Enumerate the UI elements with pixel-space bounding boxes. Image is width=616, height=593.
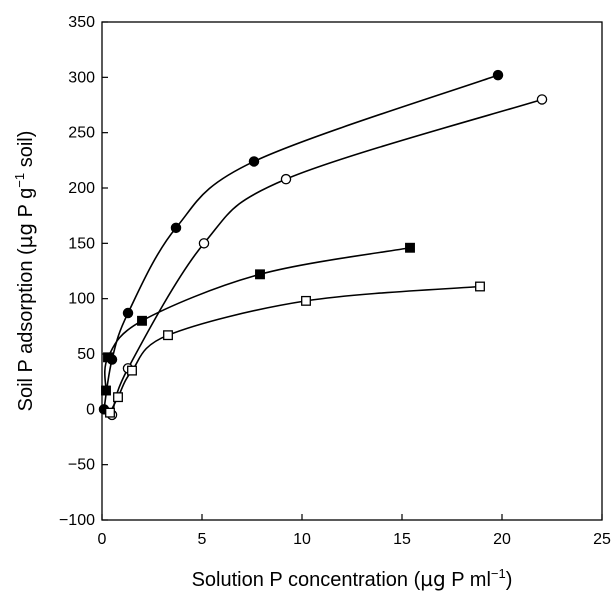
series-4-curve — [109, 285, 481, 414]
x-axis-ticks: 0 5 10 15 20 25 — [98, 514, 611, 548]
series-2-point — [198, 238, 210, 249]
x-axis-title: Solution P concentration (µg P ml−1) — [192, 566, 513, 591]
y-tick-label: 50 — [77, 346, 95, 363]
y-tick-label: 300 — [68, 69, 95, 86]
data-points — [98, 69, 548, 421]
x-tick-label: 15 — [393, 531, 411, 548]
series-2-point — [280, 173, 292, 185]
y-tick-label: 350 — [68, 14, 95, 31]
series-4-point — [301, 295, 311, 306]
series-3-point — [255, 269, 265, 280]
x-tick-label: 0 — [98, 531, 107, 548]
y-tick-label: 150 — [68, 235, 95, 252]
x-tick-label: 5 — [198, 531, 207, 548]
x-tick-label: 20 — [493, 531, 511, 548]
y-tick-label: 200 — [68, 180, 95, 197]
series-4-point — [475, 281, 485, 292]
series-2-curve — [111, 98, 543, 416]
y-tick-label: −100 — [59, 512, 95, 529]
y-tick-label: 0 — [86, 401, 95, 418]
series-1-point — [122, 307, 134, 319]
series-3-point — [405, 242, 415, 253]
series-4-point — [113, 392, 123, 403]
y-tick-label: 250 — [68, 125, 95, 142]
y-axis-ticks: −100 −50 0 50 100 150 200 250 300 350 — [59, 14, 108, 529]
x-tick-label: 25 — [593, 531, 611, 548]
series-1-curve — [103, 74, 499, 410]
series-2-point — [536, 94, 548, 105]
series-3-curve — [104, 246, 411, 391]
plot-frame — [101, 21, 603, 521]
series-4-point — [105, 407, 115, 418]
y-tick-label: −50 — [68, 457, 95, 474]
series-4-point — [163, 330, 173, 341]
y-tick-label: 100 — [68, 291, 95, 308]
x-tick-label: 10 — [293, 531, 311, 548]
series-1-point — [492, 69, 504, 81]
series-3-point — [101, 385, 111, 396]
y-axis-title: Soil P adsorption (µg P g−1 soil) — [12, 131, 37, 412]
fitted-curves — [103, 74, 543, 416]
series-3-point — [137, 315, 147, 326]
series-1-point — [170, 222, 182, 234]
series-1-point — [248, 156, 260, 167]
series-4-point — [127, 365, 137, 376]
series-3-point — [103, 352, 113, 363]
